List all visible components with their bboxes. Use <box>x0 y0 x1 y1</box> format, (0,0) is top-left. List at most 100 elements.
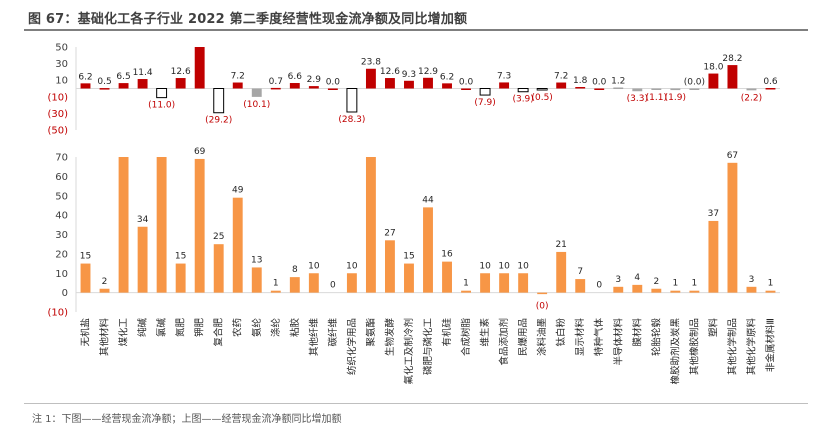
category-label: 纯碱 <box>137 318 149 338</box>
top-bar <box>708 73 719 89</box>
category-label: 半导体材料 <box>612 318 624 366</box>
top-y-tick-label: 50 <box>55 43 68 54</box>
bottom-bar <box>689 290 700 293</box>
top-bar <box>251 88 262 97</box>
bottom-bar <box>194 158 205 293</box>
top-value-label: 12.6 <box>380 67 400 77</box>
top-bar <box>632 88 643 92</box>
bottom-value-label: 15 <box>175 252 186 262</box>
bottom-y-tick-label: 30 <box>55 230 68 241</box>
category-label: 有机硅 <box>441 318 453 347</box>
top-bar <box>442 83 452 89</box>
bottom-value-label: 2 <box>653 277 659 287</box>
category-label: 氨纶 <box>251 318 263 338</box>
bottom-bar <box>499 273 510 293</box>
note-rule <box>24 403 808 404</box>
category-label: 农药 <box>232 318 244 337</box>
category-label: 塑料 <box>707 318 719 338</box>
top-value-label: 6.6 <box>288 72 303 82</box>
bottom-bar <box>632 284 643 293</box>
top-value-label: 0.0 <box>592 78 607 88</box>
category-label: 其他化学原料 <box>745 318 757 376</box>
category-label: 生物发酵 <box>384 318 396 357</box>
category-label: 钛白粉 <box>555 318 567 347</box>
top-bar <box>746 88 757 91</box>
category-label: 其他材料 <box>99 318 111 357</box>
top-bar <box>308 86 319 89</box>
category-label: 氮肥 <box>175 318 187 338</box>
bottom-value-label: 10 <box>517 261 529 271</box>
category-label: 食品添加剂 <box>498 318 510 366</box>
bottom-value-label: 44 <box>422 195 434 205</box>
top-bar <box>594 88 605 90</box>
top-bar <box>118 83 129 89</box>
figure-note: 注 1：下图——经营现金流净额；上图——经营现金流净额同比增加额 <box>32 414 342 425</box>
bottom-y-tick-label: 70 <box>55 153 68 164</box>
category-label: 碳纤维 <box>327 318 339 347</box>
category-label: 聚氨酯 <box>365 318 377 347</box>
bottom-y-tick-label: 40 <box>55 211 68 222</box>
bottom-value-label: 8 <box>292 265 298 275</box>
category-label: 轮胎轮毂 <box>650 318 662 357</box>
top-bar <box>327 88 338 90</box>
top-value-label: (3.9) <box>512 95 533 105</box>
category-label: 其他橡胶制品 <box>688 318 700 375</box>
category-label: 其他化学制品 <box>726 318 738 375</box>
bottom-value-label: 21 <box>555 240 566 250</box>
bottom-value-label: 0 <box>330 281 336 291</box>
category-label: 合成树脂 <box>460 318 472 357</box>
top-value-label: 0.7 <box>269 77 283 87</box>
bottom-value-label: 3 <box>615 275 621 285</box>
bottom-value-label: 4 <box>634 273 640 283</box>
top-value-label: 0.5 <box>97 77 111 87</box>
bottom-y-tick-label: 0 <box>62 288 68 299</box>
bottom-bar <box>651 288 662 293</box>
top-bar <box>194 47 205 89</box>
bottom-bar <box>156 157 167 293</box>
bottom-bar <box>270 290 281 293</box>
bottom-value-label: 10 <box>479 261 491 271</box>
category-label: 纺织化学用品 <box>346 318 358 375</box>
top-bar <box>536 88 548 91</box>
top-bar <box>80 83 91 89</box>
bottom-value-label: 3 <box>749 275 755 285</box>
top-bar <box>651 88 662 90</box>
top-bar <box>689 88 700 90</box>
top-value-label: 23.8 <box>361 58 381 68</box>
top-value-label: (0.5) <box>531 93 552 103</box>
category-label: 复合肥 <box>213 318 225 347</box>
bottom-bar <box>670 290 681 293</box>
top-value-label: 0.0 <box>459 78 474 88</box>
bottom-bar <box>480 273 491 293</box>
top-value-label: 0.6 <box>763 77 778 87</box>
top-value-label: 28.2 <box>722 54 742 64</box>
top-y-tick-label: 10 <box>55 76 68 87</box>
bottom-value-label: 1 <box>273 279 279 289</box>
category-label: 涤纶 <box>270 318 282 338</box>
category-label: 其他纤维 <box>308 318 320 357</box>
bottom-bar <box>346 273 357 293</box>
category-label: 维生素 <box>479 318 491 347</box>
bottom-value-label: 1 <box>692 279 698 289</box>
top-value-label: (11.0) <box>148 101 175 111</box>
top-value-label: (7.9) <box>474 98 495 108</box>
category-label: 无机盐 <box>80 318 92 347</box>
bottom-bar <box>308 273 319 293</box>
bottom-value-label: 13 <box>251 255 262 265</box>
category-label: 氯碱 <box>156 318 168 338</box>
top-bar <box>213 88 225 114</box>
top-value-label: (0.0) <box>684 78 705 88</box>
bottom-bar <box>118 157 129 293</box>
bottom-value-label: 10 <box>498 261 510 271</box>
title-rule <box>24 29 808 31</box>
bottom-value-label: 1 <box>672 279 678 289</box>
category-label: 橡胶助剂及炭黑 <box>669 318 681 385</box>
bottom-value-label: 15 <box>403 252 414 262</box>
bottom-y-tick-label: 20 <box>55 249 68 260</box>
top-bar <box>156 88 168 99</box>
category-label: 非金属材料Ⅲ <box>764 318 776 372</box>
bottom-bar <box>175 263 186 293</box>
top-value-label: 6.2 <box>78 72 92 82</box>
bottom-y-tick-label: 60 <box>55 172 68 183</box>
